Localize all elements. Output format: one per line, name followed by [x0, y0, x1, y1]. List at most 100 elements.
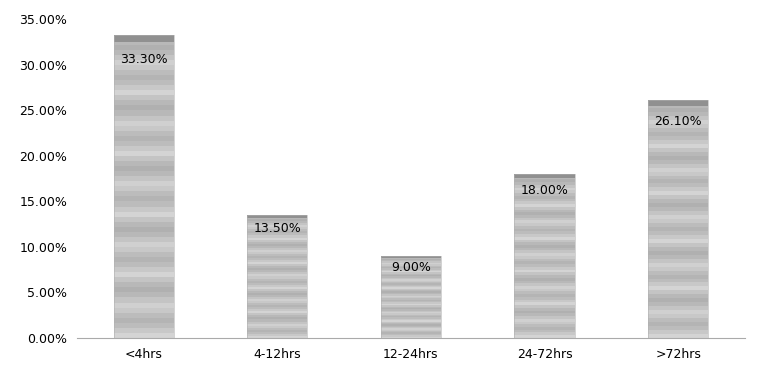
Bar: [515, 248, 574, 250]
Bar: [247, 264, 307, 266]
Bar: [381, 296, 441, 297]
Bar: [381, 294, 441, 296]
Bar: [247, 313, 307, 315]
Bar: [381, 267, 441, 268]
Bar: [515, 264, 574, 267]
Bar: [247, 254, 307, 256]
Bar: [648, 251, 708, 255]
Bar: [648, 203, 708, 207]
Bar: [381, 291, 441, 293]
Bar: [515, 182, 574, 185]
Bar: [114, 257, 174, 262]
Bar: [247, 303, 307, 305]
Bar: [247, 262, 307, 264]
Bar: [648, 266, 708, 271]
Bar: [515, 297, 574, 300]
Bar: [648, 179, 708, 184]
Bar: [381, 327, 441, 328]
Bar: [381, 311, 441, 312]
Bar: [381, 256, 441, 257]
Bar: [381, 282, 441, 283]
Bar: [381, 259, 441, 260]
Bar: [114, 70, 174, 75]
Text: 18.00%: 18.00%: [521, 184, 568, 197]
Bar: [515, 335, 574, 338]
Bar: [648, 207, 708, 211]
Bar: [515, 330, 574, 333]
Bar: [381, 256, 441, 338]
Bar: [515, 305, 574, 308]
Bar: [247, 235, 307, 238]
Bar: [114, 80, 174, 85]
Bar: [648, 306, 708, 310]
Text: 9.00%: 9.00%: [391, 261, 431, 274]
Bar: [247, 248, 307, 250]
Bar: [114, 35, 174, 42]
Bar: [381, 256, 441, 258]
Bar: [114, 106, 174, 111]
Bar: [648, 283, 708, 286]
Bar: [114, 90, 174, 95]
Bar: [114, 161, 174, 166]
Bar: [381, 264, 441, 265]
Bar: [114, 318, 174, 323]
Bar: [247, 217, 307, 219]
Bar: [515, 237, 574, 240]
Bar: [114, 50, 174, 55]
Bar: [648, 310, 708, 314]
Bar: [247, 278, 307, 281]
Bar: [515, 228, 574, 232]
Bar: [648, 286, 708, 290]
Bar: [247, 233, 307, 235]
Bar: [648, 172, 708, 175]
Bar: [247, 270, 307, 272]
Bar: [247, 276, 307, 278]
Bar: [515, 275, 574, 278]
Bar: [648, 295, 708, 298]
Bar: [247, 309, 307, 311]
Bar: [515, 286, 574, 289]
Bar: [648, 199, 708, 203]
Bar: [648, 144, 708, 148]
Bar: [515, 204, 574, 207]
Bar: [648, 191, 708, 195]
Bar: [515, 190, 574, 193]
Bar: [648, 322, 708, 326]
Bar: [247, 318, 307, 319]
Bar: [515, 316, 574, 319]
Bar: [381, 272, 441, 274]
Bar: [515, 291, 574, 294]
Bar: [515, 333, 574, 335]
Bar: [381, 262, 441, 263]
Bar: [114, 267, 174, 272]
Bar: [648, 164, 708, 167]
Bar: [648, 259, 708, 263]
Bar: [515, 185, 574, 188]
Bar: [114, 100, 174, 106]
Bar: [114, 141, 174, 146]
Bar: [114, 95, 174, 100]
Bar: [515, 188, 574, 190]
Bar: [648, 104, 708, 108]
Bar: [247, 246, 307, 248]
Bar: [247, 332, 307, 334]
Bar: [114, 242, 174, 247]
Bar: [515, 253, 574, 256]
Bar: [381, 319, 441, 320]
Bar: [114, 237, 174, 242]
Bar: [114, 45, 174, 50]
Bar: [247, 227, 307, 229]
Bar: [648, 167, 708, 172]
Bar: [247, 311, 307, 313]
Bar: [114, 287, 174, 293]
Bar: [381, 270, 441, 271]
Bar: [648, 112, 708, 116]
Bar: [515, 196, 574, 199]
Bar: [648, 120, 708, 124]
Bar: [381, 331, 441, 333]
Bar: [515, 210, 574, 212]
Bar: [648, 140, 708, 144]
Bar: [515, 250, 574, 253]
Bar: [114, 35, 174, 338]
Bar: [247, 281, 307, 283]
